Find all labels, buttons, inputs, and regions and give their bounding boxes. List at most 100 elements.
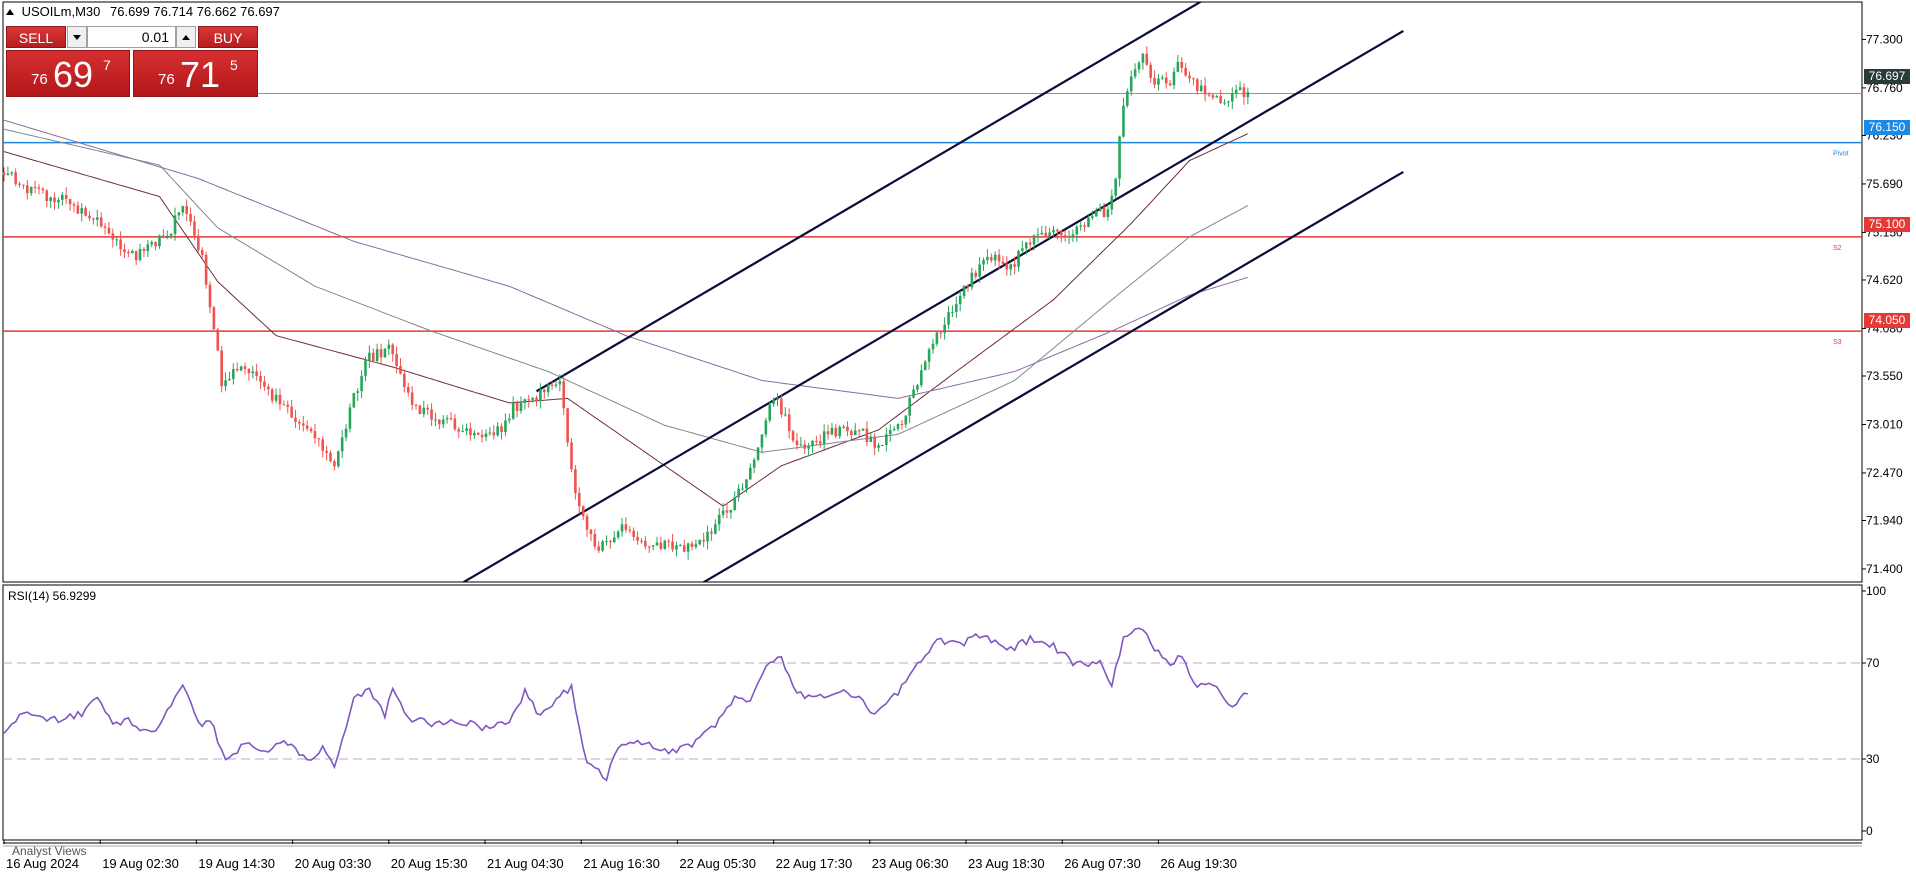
candle — [76, 201, 80, 214]
analyst-views-strip — [3, 845, 1862, 847]
moving-averages — [3, 119, 1249, 507]
candle — [1017, 249, 1020, 272]
candle-body — [892, 428, 896, 431]
candle-body — [208, 284, 212, 308]
candle — [348, 403, 352, 433]
candle — [158, 234, 161, 249]
candle-body — [368, 352, 371, 361]
candle-body — [80, 208, 84, 214]
candle-body — [655, 542, 659, 546]
candle-body — [1024, 242, 1028, 249]
candle-body — [597, 546, 601, 551]
candle-body — [53, 197, 56, 203]
candle — [465, 423, 468, 436]
candle — [200, 247, 204, 259]
candle-body — [916, 385, 919, 390]
candle — [1044, 225, 1048, 238]
sell-price-pips: 69 — [53, 54, 94, 95]
buy-price[interactable]: 76 71 5 — [133, 50, 258, 97]
candle — [99, 212, 103, 228]
candle — [989, 253, 993, 263]
candle — [1071, 229, 1075, 242]
price-axis-label: 71.940 — [1866, 513, 1903, 527]
buy-button[interactable]: BUY — [198, 26, 258, 48]
candle-body — [278, 394, 282, 405]
candle — [1126, 88, 1129, 108]
candle-body — [1234, 89, 1238, 94]
candle-body — [523, 399, 527, 403]
candle — [103, 223, 107, 235]
candle-body — [165, 235, 169, 238]
candle-body — [834, 427, 838, 437]
candle-body — [1040, 232, 1044, 235]
candle-body — [756, 447, 760, 460]
candle — [776, 393, 779, 407]
rsi-axis-label: 30 — [1866, 752, 1880, 766]
candle — [294, 409, 297, 429]
candle — [1168, 80, 1172, 87]
candle — [760, 434, 764, 454]
price-axis-label: 77.300 — [1866, 32, 1903, 46]
candle-body — [682, 545, 686, 552]
candle — [581, 505, 585, 521]
candle-body — [679, 545, 682, 547]
channel-line-2 — [461, 30, 1404, 582]
candle-body — [84, 208, 87, 216]
candle — [1118, 135, 1121, 187]
candle — [675, 541, 678, 557]
candle-body — [974, 272, 978, 277]
buy-price-prefix: 76 — [158, 71, 175, 88]
candle — [1223, 99, 1226, 106]
candle — [1161, 74, 1164, 81]
candle — [620, 518, 624, 537]
candle — [1110, 189, 1114, 216]
candle — [1230, 87, 1234, 110]
candle-body — [301, 423, 305, 426]
candle — [818, 434, 822, 448]
lot-size-input[interactable] — [87, 26, 176, 48]
candle — [609, 539, 612, 549]
candle-body — [912, 389, 915, 398]
candle — [974, 269, 978, 280]
candle — [741, 482, 744, 491]
candle-body — [546, 384, 550, 393]
candle-body — [1087, 217, 1090, 227]
candle — [1114, 177, 1117, 200]
candle — [943, 317, 946, 340]
candle — [1106, 204, 1110, 221]
candle — [916, 383, 919, 393]
candle — [1087, 215, 1090, 228]
candle-body — [49, 197, 52, 202]
candle — [562, 375, 566, 416]
candle-body — [488, 432, 492, 434]
candle — [274, 388, 278, 404]
candle-body — [1001, 261, 1005, 264]
candle — [1176, 55, 1180, 72]
collapse-icon[interactable] — [6, 9, 14, 15]
candle — [255, 363, 258, 381]
sell-price[interactable]: 76 69 7 — [6, 50, 130, 97]
candle-body — [628, 529, 632, 531]
lot-increase-button[interactable] — [176, 26, 196, 48]
sell-button[interactable]: SELL — [6, 26, 66, 48]
candle-body — [220, 350, 223, 387]
lot-decrease-button[interactable] — [67, 26, 87, 48]
candle — [360, 369, 363, 399]
candle — [232, 363, 235, 385]
candle — [14, 168, 17, 187]
candle-body — [1013, 264, 1016, 267]
candle-body — [469, 428, 472, 436]
candle-body — [881, 445, 884, 447]
candle-body — [1203, 85, 1207, 95]
candle-body — [1094, 211, 1098, 217]
candle-body — [698, 539, 702, 545]
candle-body — [620, 524, 624, 532]
candle-body — [1219, 96, 1222, 103]
candle — [1215, 94, 1219, 98]
candle-body — [465, 428, 468, 431]
candle-body — [1059, 231, 1063, 236]
candle-body — [177, 212, 181, 216]
candle — [84, 205, 87, 217]
candle — [95, 209, 99, 227]
candle-body — [224, 380, 227, 387]
